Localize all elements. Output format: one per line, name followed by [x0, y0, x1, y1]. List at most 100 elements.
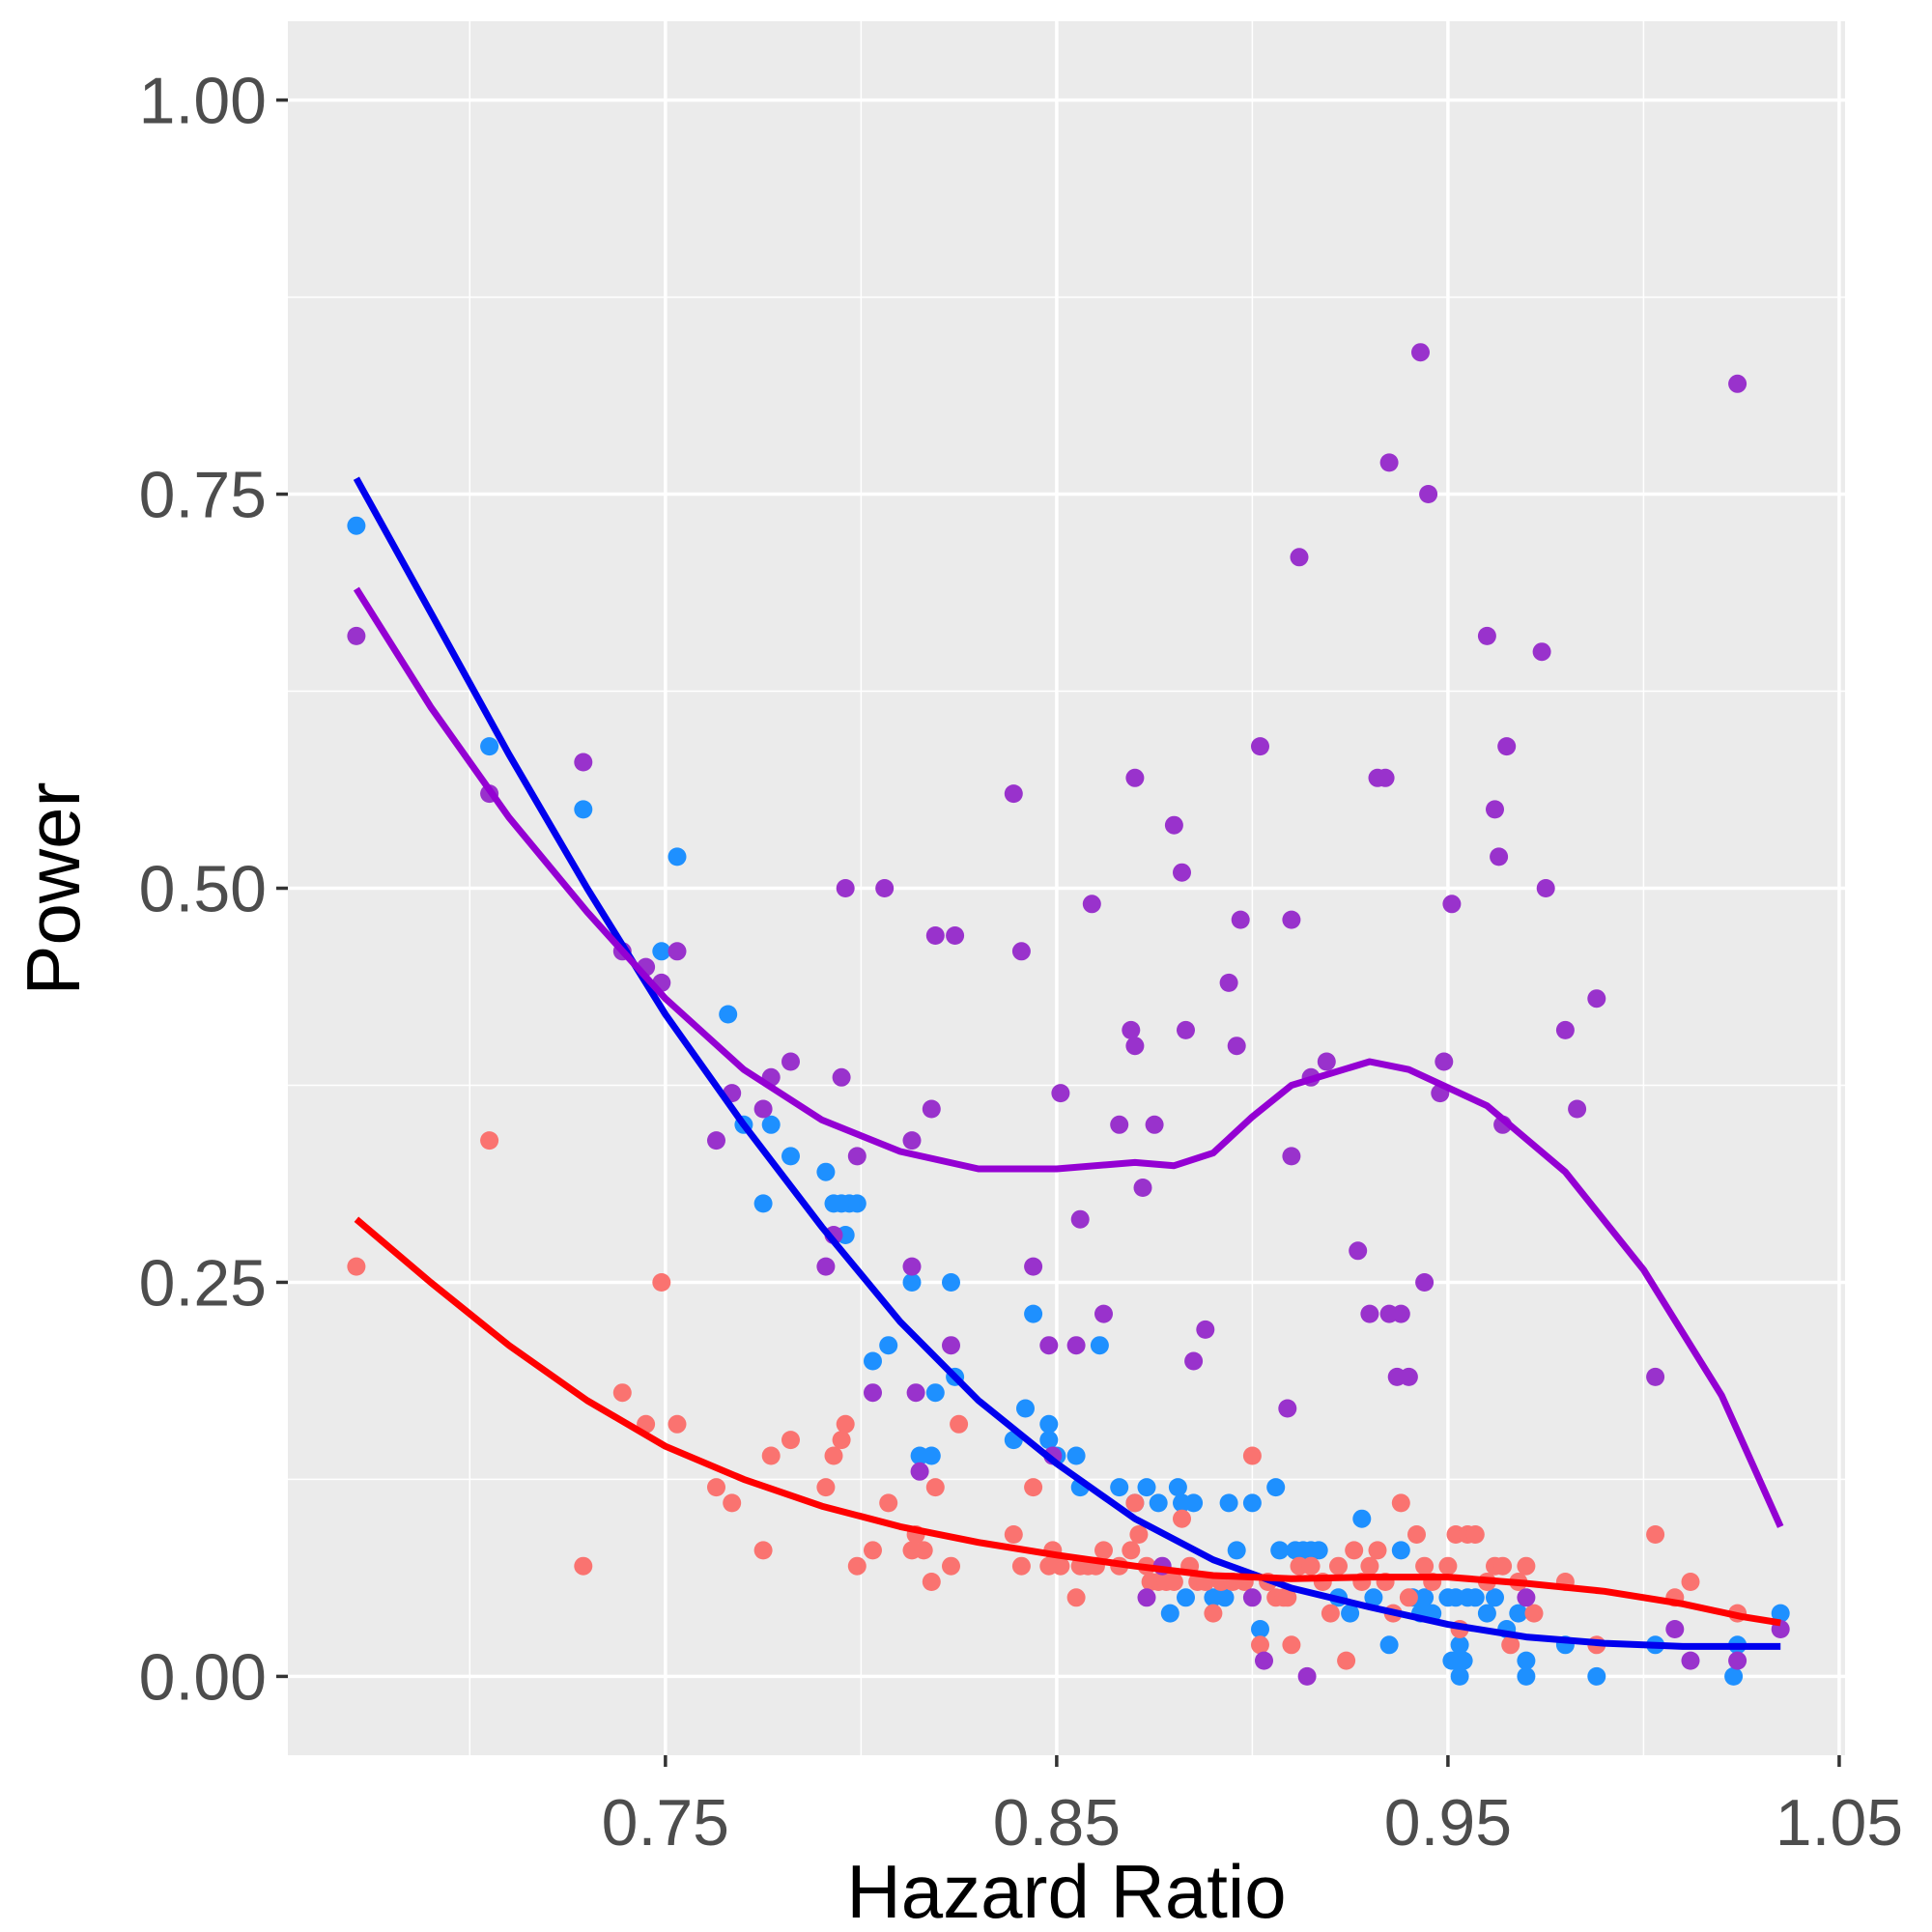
- x-tick-label: 0.85: [993, 1786, 1121, 1860]
- x-axis-title: Hazard Ratio: [846, 1849, 1286, 1932]
- smooth-lines-layer: [353, 476, 1784, 1650]
- data-point: [832, 1067, 851, 1087]
- data-point: [1360, 1304, 1379, 1323]
- data-point: [1160, 1604, 1179, 1623]
- data-point: [1360, 1556, 1379, 1576]
- data-point: [707, 1131, 725, 1151]
- data-point: [1465, 1588, 1485, 1607]
- data-point: [1477, 1604, 1496, 1623]
- data-point: [1454, 1651, 1473, 1670]
- data-point: [1196, 1320, 1215, 1339]
- data-point: [574, 800, 593, 819]
- data-point: [1066, 1336, 1086, 1355]
- data-point: [1501, 1635, 1520, 1655]
- y-tick-label: 0.00: [139, 1640, 267, 1714]
- data-point: [1039, 1414, 1059, 1434]
- data-point: [1125, 1493, 1145, 1513]
- data-point: [781, 1147, 800, 1166]
- data-point: [922, 1446, 941, 1465]
- data-point: [1173, 1509, 1191, 1528]
- data-point: [1379, 453, 1399, 472]
- data-point: [1066, 1446, 1086, 1465]
- data-point: [1177, 1020, 1195, 1039]
- data-point: [1517, 1588, 1536, 1607]
- data-point: [1251, 1635, 1269, 1655]
- data-point: [847, 1556, 867, 1576]
- data-point: [1587, 989, 1606, 1009]
- data-point: [1391, 1541, 1410, 1560]
- data-point: [1438, 1556, 1458, 1576]
- data-point: [1345, 1541, 1364, 1560]
- data-point: [1133, 1179, 1152, 1197]
- data-point: [781, 1431, 800, 1450]
- data-point: [1352, 1509, 1372, 1528]
- data-point: [668, 847, 687, 867]
- data-point: [1349, 1241, 1368, 1261]
- x-tick-label: 1.05: [1776, 1786, 1903, 1860]
- data-point: [719, 1005, 738, 1024]
- data-point: [1665, 1620, 1685, 1638]
- data-point: [1242, 1588, 1262, 1607]
- data-point: [480, 1131, 499, 1151]
- data-point: [1509, 1604, 1528, 1623]
- data-point: [1317, 1052, 1336, 1071]
- data-point: [1536, 879, 1555, 897]
- data-point: [1282, 1147, 1301, 1166]
- data-point: [1415, 1556, 1435, 1576]
- data-point: [816, 1257, 836, 1276]
- data-point: [925, 1383, 945, 1403]
- data-point: [1399, 1367, 1418, 1386]
- data-point: [652, 942, 671, 961]
- data-point: [480, 737, 499, 756]
- data-point: [1184, 1493, 1204, 1513]
- data-point: [1011, 1556, 1031, 1576]
- data-point: [1391, 1493, 1410, 1513]
- data-point: [1309, 1541, 1328, 1560]
- data-point: [1016, 1399, 1035, 1418]
- data-point: [1419, 485, 1438, 503]
- data-point: [1227, 1037, 1246, 1056]
- data-point: [1524, 1604, 1544, 1623]
- data-point: [1681, 1651, 1700, 1670]
- data-point: [1301, 1556, 1321, 1576]
- data-point: [761, 1446, 781, 1465]
- axis-ticks: [276, 98, 1841, 1767]
- data-point: [1568, 1099, 1587, 1119]
- data-point: [1251, 737, 1269, 756]
- data-point: [902, 1273, 922, 1292]
- data-point: [1486, 800, 1504, 819]
- data-point: [847, 1194, 867, 1213]
- data-point: [902, 1257, 922, 1276]
- data-point: [574, 753, 593, 772]
- x-tick-label: 0.95: [1384, 1786, 1512, 1860]
- data-point: [668, 942, 687, 961]
- data-point: [1407, 1525, 1426, 1544]
- data-point: [347, 516, 366, 535]
- data-point: [347, 626, 366, 645]
- data-point: [864, 1541, 882, 1560]
- data-point: [925, 1478, 945, 1497]
- data-point: [1242, 1493, 1262, 1513]
- data-point: [1728, 1651, 1747, 1670]
- data-point: [875, 879, 895, 897]
- data-point: [1227, 1541, 1246, 1560]
- y-tick-label: 1.00: [139, 65, 267, 138]
- data-point: [1321, 1604, 1340, 1623]
- data-point: [836, 879, 855, 897]
- axis-tick-labels: 0.75 0.85 0.95 1.05 0.00 0.25 0.50 0.75 1.00: [139, 65, 1903, 1860]
- data-point: [1435, 1052, 1454, 1071]
- data-point: [1039, 1336, 1059, 1355]
- data-point: [1341, 1604, 1360, 1623]
- data-point: [1090, 1336, 1109, 1355]
- y-tick-label: 0.25: [139, 1246, 267, 1320]
- data-point: [1465, 1525, 1485, 1544]
- data-point: [1231, 910, 1250, 929]
- data-point: [1215, 1588, 1235, 1607]
- data-point: [652, 1273, 671, 1292]
- data-point: [1517, 1556, 1536, 1576]
- data-point: [1004, 1525, 1023, 1544]
- data-point: [753, 1194, 773, 1213]
- data-point: [816, 1162, 836, 1181]
- data-point: [1066, 1588, 1086, 1607]
- data-point: [1024, 1478, 1043, 1497]
